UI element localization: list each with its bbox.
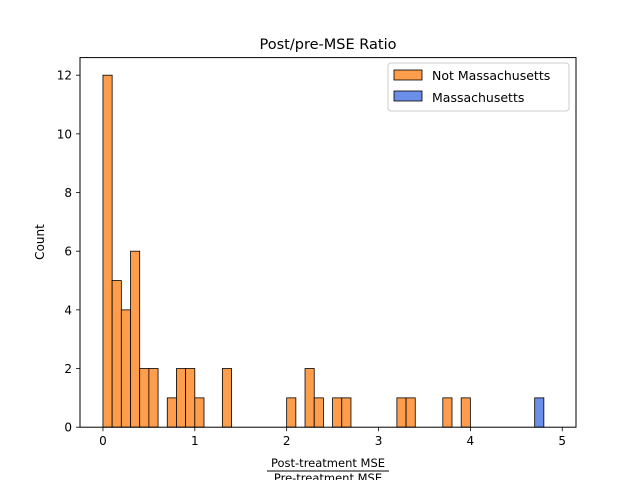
bar-not-massachusetts-2 [120, 309, 131, 428]
bar-not-massachusetts-11 [286, 397, 297, 428]
legend-frame [387, 62, 570, 112]
x-axis-label-denominator: Pre-treatment MSE [274, 471, 382, 480]
y-tick-label: 0 [64, 421, 72, 435]
y-tick-label: 2 [64, 362, 72, 376]
x-tick-label: 4 [467, 434, 475, 448]
legend-label-not-massachusetts: Not Massachusetts [432, 68, 550, 83]
x-axis-label: Post-treatment MSE Pre-treatment MSE [267, 456, 389, 484]
bar-not-massachusetts-6 [166, 397, 177, 428]
legend-label-massachusetts: Massachusetts [432, 90, 524, 105]
bar-not-massachusetts-9 [194, 397, 205, 428]
legend-swatch-massachusetts [393, 90, 423, 102]
legend-swatch-not-massachusetts [393, 69, 423, 81]
y-axis-ticks: 0 2 4 6 8 10 12 [57, 69, 80, 435]
bar-not-massachusetts-7 [176, 368, 187, 428]
bar-not-massachusetts-8 [185, 368, 196, 428]
bar-not-massachusetts-16 [396, 397, 407, 428]
bar-not-massachusetts-13 [313, 397, 324, 428]
x-tick-label: 5 [558, 434, 566, 448]
y-tick-label: 4 [64, 303, 72, 317]
bar-not-massachusetts-3 [130, 250, 141, 428]
plot-frame [79, 57, 577, 428]
y-tick-label: 6 [64, 245, 72, 259]
bar-not-massachusetts-1 [111, 280, 122, 428]
x-tick-label: 3 [375, 434, 383, 448]
x-axis-ticks: 0 1 2 3 4 5 [99, 427, 566, 448]
chart-title: Post/pre-MSE Ratio [260, 37, 397, 53]
bar-not-massachusetts-19 [460, 397, 471, 428]
x-tick-label: 0 [99, 434, 107, 448]
y-axis-label: Count [33, 224, 47, 260]
bar-not-massachusetts-10 [221, 368, 232, 428]
bar-not-massachusetts-18 [442, 397, 453, 428]
legend: Not Massachusetts Massachusetts [387, 62, 570, 112]
bar-not-massachusetts-0 [102, 74, 113, 428]
bar-not-massachusetts-14 [332, 397, 343, 428]
x-tick-label: 1 [191, 434, 199, 448]
x-axis-label-numerator: Post-treatment MSE [271, 456, 385, 470]
bar-not-massachusetts-15 [341, 397, 352, 428]
y-tick-label: 10 [57, 127, 72, 141]
y-tick-label: 12 [57, 69, 72, 83]
bar-not-massachusetts-4 [139, 368, 150, 428]
bar-not-massachusetts-5 [148, 368, 159, 428]
x-tick-label: 2 [283, 434, 291, 448]
bar-not-massachusetts-12 [304, 368, 315, 428]
y-tick-label: 8 [64, 186, 72, 200]
bar-not-massachusetts-17 [405, 397, 416, 428]
bar-massachusetts-0 [534, 397, 545, 428]
